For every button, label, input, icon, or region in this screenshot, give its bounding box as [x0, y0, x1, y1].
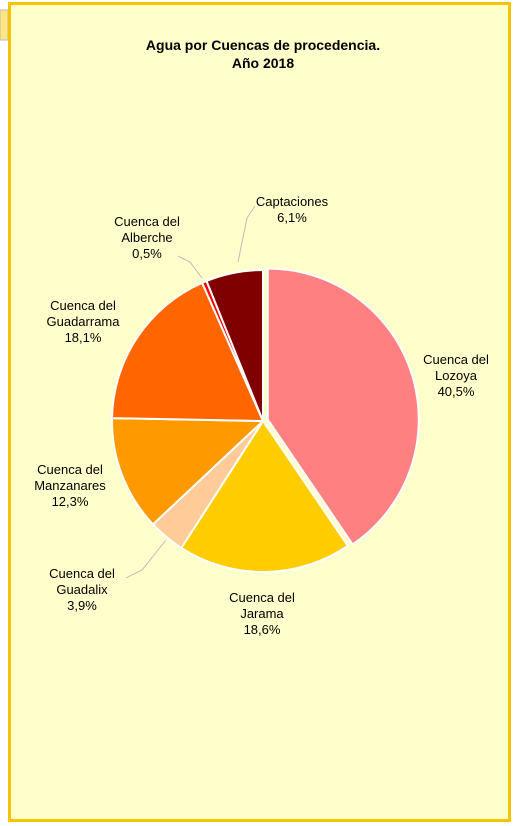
slice-label: Cuenca del Manzanares 12,3%: [22, 462, 118, 510]
slice-label: Cuenca del Lozoya 40,5%: [408, 352, 504, 400]
pie-slice: [179, 419, 350, 573]
slice-label: Captaciones 6,1%: [244, 194, 340, 226]
category-label: Cuenca del Guadarrama: [46, 298, 120, 329]
category-label: Cuenca del Jarama: [229, 590, 295, 621]
value-label: 0,5%: [132, 246, 162, 261]
category-label: Cuenca del Manzanares: [34, 462, 106, 493]
pie-slice: [111, 417, 266, 526]
category-label: Cuenca del Alberche: [114, 214, 180, 245]
chart-title: Agua por Cuencas de procedencia.: [145, 37, 381, 53]
category-label: Captaciones: [255, 194, 329, 209]
leader-line: [125, 539, 167, 579]
category-label: Cuenca del Lozoya: [423, 352, 489, 383]
leader-line: [237, 205, 256, 263]
value-label: 3,9%: [67, 598, 97, 613]
pie-slice: [205, 268, 264, 422]
value-label: 40,5%: [437, 384, 475, 399]
slice-label: Cuenca del Alberche 0,5%: [99, 214, 195, 262]
value-label: 6,1%: [277, 210, 307, 225]
value-label: 12,3%: [51, 494, 89, 509]
side-tab: [0, 9, 9, 41]
category-label: Cuenca del Guadalix: [49, 566, 115, 597]
value-label: 18,6%: [243, 622, 281, 637]
slice-label: Cuenca del Guadalix 3,9%: [34, 566, 130, 614]
leader-line: [177, 255, 203, 279]
pie-slice: [266, 267, 420, 546]
chart-subtitle: Año 2018: [231, 55, 295, 71]
slice-label: Cuenca del Guadarrama 18,1%: [35, 298, 131, 346]
value-label: 18,1%: [64, 330, 102, 345]
slice-label: Cuenca del Jarama 18,6%: [214, 590, 310, 638]
pie-slice: [111, 281, 265, 423]
